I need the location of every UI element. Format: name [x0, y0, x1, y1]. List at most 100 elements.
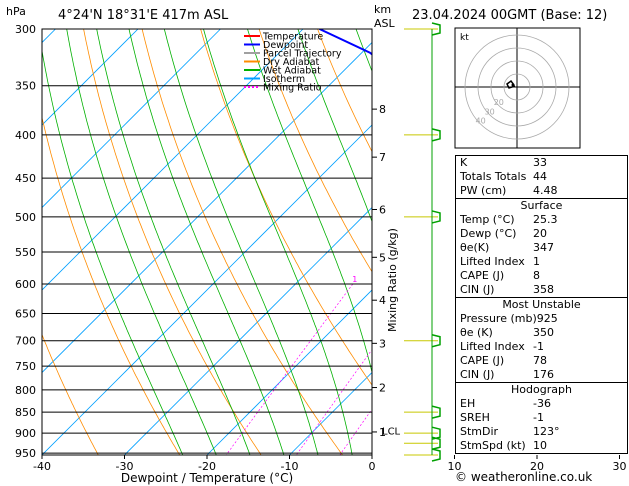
table-row: CAPE (J) 8 — [460, 269, 540, 282]
hodograph-ring-label: 40 — [476, 116, 486, 125]
table-row: CIN (J) 176 — [460, 368, 554, 381]
pressure-tick-label: 600 — [15, 278, 36, 291]
wet-adiabat-line — [163, 29, 319, 455]
km-tick-label: 8 — [379, 103, 386, 116]
km-tick-label: 1 — [379, 426, 386, 439]
table-row: StmSpd (kt) 10 — [460, 439, 547, 452]
table-row: Temp (°C) 25.3 — [460, 213, 558, 226]
table-row: θe(K) 347 — [460, 241, 554, 254]
isotherm-line — [42, 29, 221, 209]
pressure-tick-label: 750 — [15, 360, 36, 373]
table-row: Lifted Index 1 — [460, 255, 540, 268]
hodograph-ring — [477, 47, 557, 127]
hpa-label: hPa — [6, 5, 26, 18]
mixing-ratio-line — [225, 283, 354, 455]
x-tick-label: -20 — [198, 460, 216, 473]
x-tick-label: -30 — [116, 460, 134, 473]
dry-adiabat-line — [258, 29, 372, 273]
x-tick-label: 30 — [613, 460, 627, 473]
table-row: StmDir 123° — [460, 425, 560, 438]
legend-label: Dewpoint — [263, 40, 308, 51]
legend-label: Temperature — [262, 32, 323, 43]
table-row: Pressure (mb) 925 — [460, 312, 558, 325]
wind-barbs — [404, 22, 441, 462]
mixing-ratio-label: 2 — [419, 275, 424, 284]
index-row-k: K 33 — [460, 156, 547, 169]
wet-adiabat-line — [297, 29, 372, 223]
mixing-ratio-label: 1 — [352, 275, 357, 284]
indices-table: K 33 Totals Totals 44 PW (cm) 4.48 Surface … — [455, 155, 628, 454]
index-row-pw: PW (cm) 4.48 — [460, 184, 558, 197]
dry-adiabat-line — [317, 29, 372, 153]
dry-adiabat-line — [141, 29, 343, 455]
legend-label: Isotherm — [263, 74, 305, 85]
wind-barb-icon — [431, 210, 441, 224]
table-row: CIN (J) 358 — [460, 283, 554, 296]
x-tick-label: 10 — [448, 460, 462, 473]
km-label: km — [374, 3, 392, 16]
copyright-text: © weatheronline.co.uk — [455, 470, 593, 484]
most-unstable-title: Most Unstable — [502, 298, 581, 311]
wind-barb-icon — [431, 333, 441, 348]
hodograph-kt-label: kt — [460, 33, 469, 43]
x-tick-label: -40 — [33, 460, 51, 473]
isotherm-line — [206, 289, 372, 455]
isotherm-line — [42, 41, 372, 374]
hodograph-ring-label: 20 — [494, 98, 504, 107]
asl-label: ASL — [374, 17, 395, 30]
pressure-tick-label: 850 — [15, 406, 36, 419]
hodograph-ring — [503, 73, 531, 101]
wind-barb-icon — [431, 128, 441, 142]
x-tick-label: 20 — [530, 460, 544, 473]
hodograph-ring-label: 30 — [485, 107, 495, 116]
legend-label: Parcel Trajectory — [263, 49, 342, 60]
hodograph-ring — [464, 34, 570, 140]
wet-adiabat-line — [355, 29, 372, 73]
x-tick-label: -10 — [281, 460, 299, 473]
dry-adiabat-line — [200, 29, 372, 386]
location-title: 4°24'N 18°31'E 417m ASL — [58, 8, 229, 23]
pressure-tick-label: 300 — [15, 23, 36, 36]
pressure-tick-label: 500 — [15, 211, 36, 224]
x-axis-label: Dewpoint / Temperature (°C) — [121, 471, 293, 485]
legend-label: Mixing Ratio — [263, 83, 322, 94]
wind-barb-icon — [431, 405, 441, 419]
km-tick-label: 5 — [379, 251, 386, 264]
isotherm-line — [124, 206, 372, 455]
pressure-tick-label: 450 — [15, 172, 36, 185]
table-row: CAPE (J) 78 — [460, 354, 547, 367]
wet-adiabat-line — [96, 29, 251, 455]
isotherm-line — [42, 29, 139, 126]
hodograph-title: Hodograph — [511, 383, 572, 396]
wet-adiabat-line — [42, 48, 184, 455]
x-tick-label: 0 — [369, 460, 376, 473]
km-tick-label: 3 — [379, 337, 386, 350]
hodograph-trace — [506, 79, 516, 89]
legend-label: Wet Adiabat — [263, 66, 321, 77]
table-row: θe (K) 350 — [460, 326, 554, 339]
isotherm-lines — [42, 29, 372, 455]
wet-adiabat-line — [66, 29, 217, 455]
isotherm-line — [42, 29, 304, 291]
table-row: Dewp (°C) 20 — [460, 227, 547, 240]
table-row: EH -36 — [460, 397, 551, 410]
table-row: SREH -1 — [460, 411, 544, 424]
wind-barb-icon — [431, 436, 441, 450]
km-tick-label: 4 — [379, 294, 386, 307]
plot-frame — [41, 28, 373, 456]
isotherm-line — [42, 124, 372, 455]
hodograph-section: Hodograph EH -36 SREH -1 StmDir 123° StmSpd… — [456, 382, 627, 453]
mixing-ratio-axis-label: Mixing Ratio (g/kg) — [386, 228, 399, 332]
pressure-tick-label: 550 — [15, 246, 36, 259]
dry-adiabat-line — [42, 115, 181, 455]
lcl-label: LCL — [382, 426, 401, 437]
table-row: Lifted Index -1 — [460, 340, 544, 353]
mixing-ratio-line — [296, 349, 372, 455]
isotherm-line — [289, 371, 372, 455]
index-row-totals: Totals Totals 44 — [460, 170, 547, 183]
km-tick-label: 6 — [379, 203, 386, 216]
datetime-title: 23.04.2024 00GMT (Base: 12) — [412, 8, 608, 23]
